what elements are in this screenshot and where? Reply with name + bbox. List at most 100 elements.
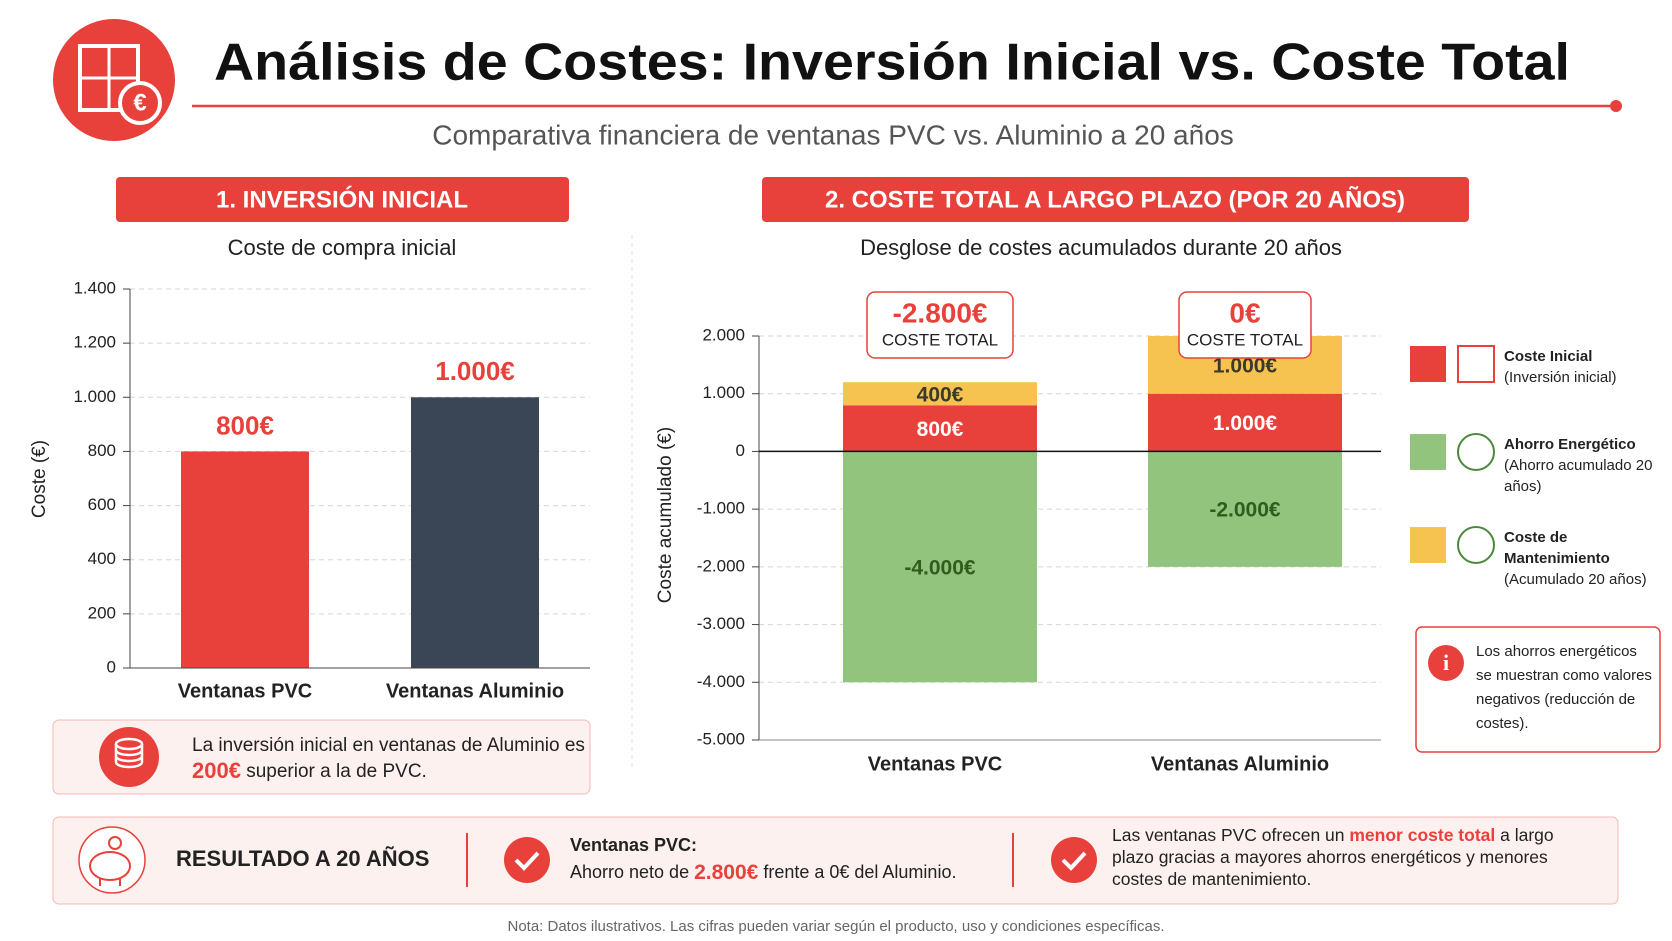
y-axis-label: Coste acumulado (€): [655, 427, 676, 603]
legend-swatch: [1410, 527, 1446, 563]
legend-description: (Ahorro acumulado 20 años): [1504, 457, 1653, 495]
legend-icon: [1457, 345, 1495, 383]
x-tick-label: Ventanas Aluminio: [386, 680, 564, 702]
summary-label: RESULTADO A 20 AÑOS: [176, 846, 429, 871]
section-header: [116, 177, 569, 222]
header-icon: €: [53, 19, 175, 141]
y-tick-label: 400: [88, 549, 116, 568]
legend-text: Coste de Mantenimiento (Acumulado 20 años…: [1504, 527, 1669, 590]
total-box: [1178, 291, 1312, 359]
summary-highlight: menor coste total: [1349, 825, 1496, 845]
summary-part: Las ventanas PVC ofrecen un: [1112, 825, 1350, 845]
value-label: 400€: [917, 383, 964, 406]
y-tick-label: 0: [107, 657, 116, 676]
title: Análisis de Costes: Inversión Inicial vs…: [214, 34, 1570, 92]
bar-segment: [1148, 451, 1342, 567]
section-title: 1. INVERSIÓN INICIAL: [216, 185, 468, 213]
info-box: [1415, 626, 1661, 753]
value-label: -2.000€: [1209, 499, 1281, 522]
value-label: 800€: [216, 410, 274, 440]
y-tick-label: 1.400: [73, 278, 116, 297]
x-tick-label: Ventanas PVC: [178, 680, 313, 702]
note-part: superior a la de PVC.: [241, 761, 427, 782]
bar-segment: [843, 382, 1037, 406]
note-text: La inversión inicial en ventanas de Alum…: [192, 735, 585, 756]
section-title: 2. COSTE TOTAL A LARGO PLAZO (POR 20 AÑO…: [825, 185, 1405, 213]
chart-title: Desglose de costes acumulados durante 20…: [860, 235, 1342, 260]
legend-text: Ahorro Energético (Ahorro acumulado 20 añ…: [1504, 434, 1669, 497]
legend-entry: Coste de Mantenimiento (Acumulado 20 años…: [1504, 527, 1669, 590]
total-caption: COSTE TOTAL: [1187, 330, 1303, 349]
y-tick-label: -2.000: [697, 556, 745, 575]
summary-pvc-text: Ahorro neto de 2.800€ frente a 0€ del Al…: [570, 861, 956, 884]
summary-highlight: 2.800€: [694, 861, 759, 884]
legend-description: (Inversión inicial): [1504, 369, 1617, 386]
y-tick-label: 2.000: [702, 325, 745, 344]
value-label: -4.000€: [904, 556, 976, 579]
bar: [411, 397, 539, 668]
info-text: Los ahorros energéticos se muestran como…: [1476, 643, 1652, 732]
legend-description: (Acumulado 20 años): [1504, 571, 1647, 588]
legend-swatch: [1410, 346, 1446, 382]
legend-name: Coste de Mantenimiento: [1504, 529, 1610, 567]
section-header: [762, 177, 1469, 222]
bar-segment: [843, 451, 1037, 683]
legend-entry: Coste Inicial (Inversión inicial): [1504, 346, 1669, 388]
legend-text: Coste Inicial (Inversión inicial): [1504, 346, 1669, 388]
total-label: 0€: [1229, 297, 1261, 328]
x-tick-label: Ventanas PVC: [868, 753, 1003, 775]
legend-entry: Ahorro Energético (Ahorro acumulado 20 añ…: [1504, 434, 1669, 497]
summary-conclusion-box: Las ventanas PVC ofrecen un menor coste …: [1112, 824, 1562, 890]
value-label: 1.000€: [435, 356, 515, 386]
summary-part: frente a 0€ del Aluminio.: [758, 862, 956, 882]
summary-pvc-title: Ventanas PVC:: [570, 835, 697, 855]
info-text-box: Los ahorros energéticos se muestran como…: [1476, 643, 1652, 732]
check-icon: [1051, 837, 1097, 883]
bar: [181, 451, 309, 668]
title-rule-dot: [1610, 100, 1622, 112]
check-icon: [1061, 851, 1087, 871]
legend-name: Coste Inicial: [1504, 348, 1593, 365]
note-box: [52, 719, 591, 795]
y-tick-label: 800: [88, 441, 116, 460]
legend-name: Ahorro Energético: [1504, 436, 1636, 453]
y-tick-label: 1.000: [702, 383, 745, 402]
y-tick-label: 1.200: [73, 333, 116, 352]
y-tick-label: 1.000: [73, 387, 116, 406]
value-label: 800€: [917, 418, 964, 441]
note-part: La inversión inicial en ventanas de Alum…: [192, 735, 585, 756]
y-tick-label: -4.000: [697, 672, 745, 691]
info-icon-glyph: i: [1443, 650, 1449, 675]
total-caption: COSTE TOTAL: [882, 330, 998, 349]
chart-title: Coste de compra inicial: [228, 235, 457, 260]
subtitle: Comparativa financiera de ventanas PVC v…: [432, 119, 1234, 150]
footnote: Nota: Datos ilustrativos. Las cifras pue…: [507, 918, 1164, 935]
y-tick-label: -1.000: [697, 499, 745, 518]
check-icon: [514, 851, 540, 871]
coins-icon: [99, 727, 159, 787]
y-axis-label: Coste (€): [29, 440, 50, 518]
value-label: 1.000€: [1213, 412, 1278, 435]
y-tick-label: -5.000: [697, 729, 745, 748]
svg-text:€: €: [133, 89, 146, 116]
note-highlight: 200€: [192, 758, 241, 783]
legend-icon: [1457, 526, 1495, 564]
total-box: [866, 291, 1014, 359]
bar-segment: [1148, 393, 1342, 452]
y-tick-label: 600: [88, 495, 116, 514]
legend-icon: [1457, 433, 1495, 471]
summary-box: [52, 816, 1619, 905]
legend-swatch: [1410, 434, 1446, 470]
y-tick-label: 0: [736, 441, 745, 460]
y-tick-label: -3.000: [697, 614, 745, 633]
y-tick-label: 200: [88, 603, 116, 622]
note-text: 200€ superior a la de PVC.: [192, 758, 427, 783]
info-icon: [1428, 645, 1464, 681]
bar-segment: [843, 405, 1037, 452]
summary-conclusion: Las ventanas PVC ofrecen un menor coste …: [1112, 824, 1562, 890]
value-label: 1.000€: [1213, 354, 1278, 377]
x-tick-label: Ventanas Aluminio: [1151, 753, 1329, 775]
piggy-icon: [89, 836, 131, 886]
summary-part: Ahorro neto de: [570, 862, 694, 882]
